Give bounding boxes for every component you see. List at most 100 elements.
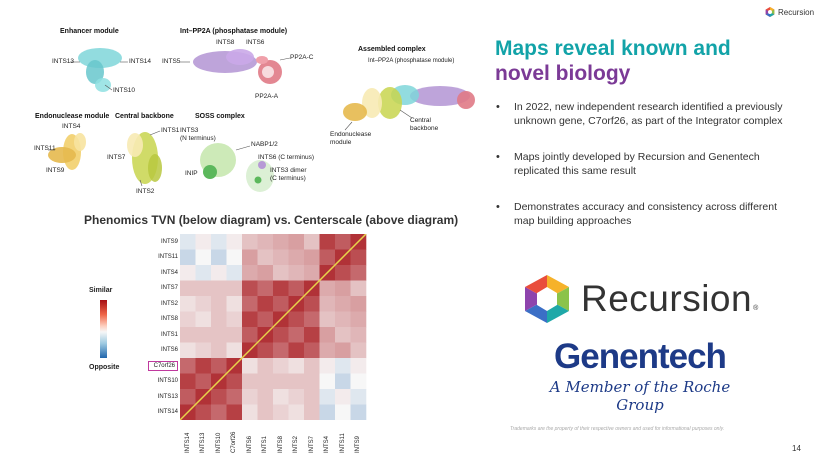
heatmap-cell bbox=[242, 280, 258, 297]
genentech-tagline: A Member of the Roche Group bbox=[549, 378, 731, 414]
heatmap-cell bbox=[242, 311, 258, 328]
bullet-3: Demonstrates accuracy and consistency ac… bbox=[493, 200, 783, 228]
heatmap-row-label: INTS4 bbox=[160, 269, 178, 276]
heatmap-cell bbox=[242, 358, 258, 374]
heatmap-col-label: INTS9 bbox=[355, 435, 362, 453]
label-nabp: NABP1/2 bbox=[251, 141, 278, 148]
heatmap-cell bbox=[257, 373, 274, 390]
heatmap-cell bbox=[273, 327, 289, 343]
diagram-shapes bbox=[48, 48, 475, 192]
heatmap-cell bbox=[226, 265, 243, 281]
label-ints8: INTS8 bbox=[216, 39, 235, 46]
heatmap-cell bbox=[180, 389, 196, 405]
label-inip: INIP bbox=[185, 170, 198, 177]
color-scale-legend bbox=[100, 300, 107, 358]
recursion-logo-icon bbox=[765, 7, 775, 17]
slide-title-line1: Maps reveal known and bbox=[495, 37, 731, 60]
heatmap-cell bbox=[180, 327, 196, 343]
heatmap-cell bbox=[288, 249, 305, 266]
heatmap-cell bbox=[226, 373, 243, 390]
heatmap-cell bbox=[335, 404, 351, 420]
heatmap-cell bbox=[180, 296, 196, 312]
heatmap-cell bbox=[226, 311, 243, 328]
central-backbone-shape bbox=[127, 130, 162, 187]
heatmap-cell bbox=[304, 358, 320, 374]
heatmap-col-label: INTS8 bbox=[277, 435, 284, 453]
heatmap-cell bbox=[273, 296, 289, 312]
heatmap-row-label: INTS11 bbox=[158, 254, 178, 261]
heatmap-cell bbox=[195, 373, 212, 390]
heatmap-cell bbox=[273, 265, 289, 281]
heatmap-cell bbox=[195, 311, 212, 328]
label-ints5: INTS5 bbox=[162, 58, 181, 65]
heatmap-cell bbox=[180, 358, 196, 374]
heatmap-cell bbox=[257, 311, 274, 328]
heatmap-cell bbox=[257, 280, 274, 297]
heatmap-cell bbox=[319, 280, 336, 297]
heatmap-cell bbox=[211, 327, 227, 343]
heatmap-cell bbox=[211, 389, 227, 405]
heatmap-row-label: INTS8 bbox=[160, 316, 178, 323]
genentech-logo: Genentech A Member of the Roche Group bbox=[530, 338, 750, 415]
heatmap-cell bbox=[304, 249, 320, 266]
heatmap-cell bbox=[304, 265, 320, 281]
heatmap-cell bbox=[242, 249, 258, 266]
heatmap-cell bbox=[304, 234, 320, 250]
heatmap-cell bbox=[257, 404, 274, 420]
heatmap-cell bbox=[257, 389, 274, 405]
heatmap-cell bbox=[288, 373, 305, 390]
bullet-list: In 2022, new independent research identi… bbox=[493, 100, 783, 228]
heatmap-cell bbox=[335, 234, 351, 250]
heatmap-cell bbox=[350, 249, 367, 266]
assembled-complex-shape bbox=[343, 85, 475, 131]
central-backbone-title: Central backbone bbox=[115, 113, 174, 120]
heatmap-cell bbox=[350, 358, 367, 374]
heatmap-col-label: C7orf26 bbox=[231, 431, 238, 453]
heatmap-col-label: INTS11 bbox=[339, 433, 346, 453]
heatmap-col-label: INTS7 bbox=[308, 435, 315, 453]
heatmap-cell bbox=[242, 234, 258, 250]
heatmap-cell bbox=[319, 389, 336, 405]
heatmap-cell bbox=[319, 296, 336, 312]
enhancer-module-title: Enhancer module bbox=[60, 28, 119, 35]
heatmap-cell bbox=[195, 342, 212, 359]
heatmap-cell bbox=[288, 389, 305, 405]
label-ints10: INTS10 bbox=[113, 87, 136, 94]
heatmap-cell bbox=[180, 265, 196, 281]
heatmap-cell bbox=[242, 389, 258, 405]
registered-mark: ® bbox=[753, 304, 759, 312]
heatmap-col-label: INTS4 bbox=[324, 435, 331, 453]
heatmap-cell bbox=[288, 404, 305, 420]
heatmap-cell bbox=[226, 234, 243, 250]
heatmap-cell bbox=[257, 234, 274, 250]
recursion-hexagon-icon bbox=[525, 275, 569, 323]
endonuclease-module-shape bbox=[48, 133, 86, 170]
label-pp2a-a: PP2A-A bbox=[255, 93, 279, 100]
bullet-2: Maps jointly developed by Recursion and … bbox=[493, 150, 783, 178]
heatmap-cell bbox=[350, 373, 367, 390]
heatmap-cell bbox=[319, 249, 336, 266]
brand-name: Recursion bbox=[778, 7, 815, 17]
heatmap-row-label: INTS7 bbox=[160, 285, 178, 292]
heatmap-grid bbox=[180, 234, 367, 420]
heatmap-cell bbox=[257, 358, 274, 374]
heatmap-cell bbox=[180, 311, 196, 328]
heatmap-row-label: INTS1 bbox=[160, 331, 178, 338]
heatmap-cell bbox=[242, 296, 258, 312]
heatmap-cell bbox=[195, 327, 212, 343]
heatmap-cell bbox=[195, 358, 212, 374]
heatmap-col-label: INTS6 bbox=[246, 435, 253, 453]
label-pp2a-c: PP2A-C bbox=[290, 54, 314, 61]
heatmap-diagonal-line bbox=[180, 234, 367, 420]
heatmap-cell bbox=[257, 265, 274, 281]
soss-complex-shape bbox=[200, 143, 274, 192]
heatmap-cell bbox=[319, 234, 336, 250]
heatmap-cell bbox=[350, 404, 367, 420]
heatmap-cell bbox=[304, 296, 320, 312]
endonuclease-module-title: Endonuclease module bbox=[35, 113, 110, 120]
heatmap-cell bbox=[319, 327, 336, 343]
heatmap-cell bbox=[273, 373, 289, 390]
heatmap-cell bbox=[335, 373, 351, 390]
heatmap-cell bbox=[273, 234, 289, 250]
heatmap-cell bbox=[335, 296, 351, 312]
